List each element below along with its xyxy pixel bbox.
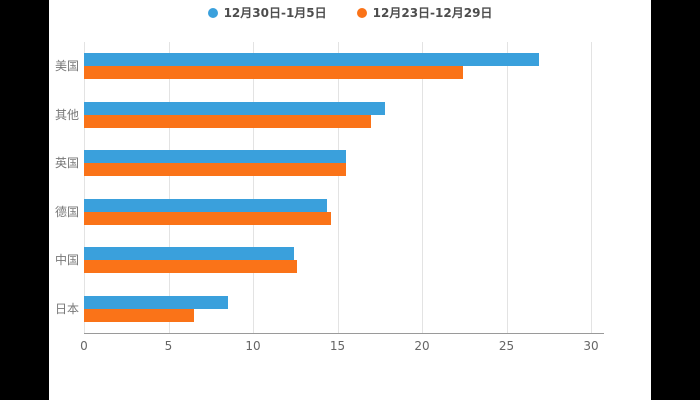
y-category-label: 美国 [54, 59, 79, 74]
legend-item-series1[interactable]: 12月23日-12月29日 [356, 6, 493, 20]
x-tick-label: 10 [245, 339, 261, 353]
gridline [422, 42, 423, 333]
y-category-label: 日本 [54, 301, 79, 316]
x-tick-label: 30 [583, 339, 599, 353]
gridline [168, 42, 170, 333]
x-tick-label: 15 [329, 339, 346, 353]
gridline [337, 42, 339, 333]
bar-series1-cat2 [84, 163, 346, 177]
x-tick-label: 25 [498, 339, 515, 353]
bar-series1-cat1 [84, 114, 372, 128]
legend-label: 12月23日-12月29日 [372, 6, 493, 20]
bar-series1-cat5 [84, 308, 194, 322]
y-category-label: 其他 [54, 107, 79, 122]
chart-panel: 12月30日-1月5日 12月23日-12月29日 0 5 10 15 20 25 30 美国… [49, 0, 651, 400]
gridline [506, 42, 508, 333]
left-black-margin [0, 0, 49, 400]
y-category-label: 中国 [54, 253, 79, 268]
legend-item-series0[interactable]: 12月30日-1月5日 [207, 6, 327, 20]
legend-marker-icon [356, 8, 367, 18]
bar-series1-cat4 [84, 260, 297, 274]
x-tick-label: 20 [414, 339, 430, 353]
legend-label: 12月30日-1月5日 [223, 6, 327, 20]
bar-series0-cat1 [84, 101, 385, 115]
legend-marker-icon [207, 8, 218, 18]
bar-series1-cat0 [84, 66, 463, 80]
x-tick-label: 5 [164, 339, 173, 353]
bar-series0-cat5 [84, 295, 228, 309]
gridline [591, 42, 592, 333]
bar-series0-cat3 [84, 198, 328, 212]
right-black-margin [651, 0, 700, 400]
y-category-label: 德国 [54, 204, 79, 219]
gridline [253, 42, 254, 333]
bar-series1-cat3 [84, 211, 331, 225]
x-tick-label: 0 [80, 339, 88, 353]
bar-series0-cat2 [84, 150, 346, 164]
y-category-label: 英国 [54, 156, 79, 171]
gridline [84, 42, 85, 333]
plot-area: 0 5 10 15 20 25 30 [80, 42, 604, 353]
bar-series0-cat0 [84, 53, 539, 67]
legend: 12月30日-1月5日 12月23日-12月29日 [49, 7, 651, 19]
bar-series0-cat4 [84, 247, 294, 261]
